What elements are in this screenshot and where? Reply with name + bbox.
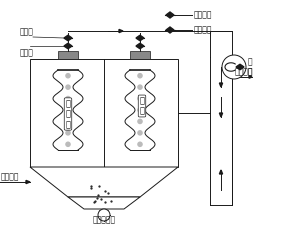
Circle shape [137, 107, 143, 113]
Polygon shape [64, 35, 68, 41]
Circle shape [137, 73, 143, 79]
Circle shape [65, 73, 71, 79]
Polygon shape [30, 167, 178, 197]
Text: 阀，开时: 阀，开时 [194, 25, 212, 34]
Circle shape [65, 142, 71, 147]
Text: 逆吹阀: 逆吹阀 [20, 27, 34, 36]
Polygon shape [236, 64, 240, 70]
Bar [30, 59, 178, 167]
Polygon shape [119, 29, 123, 33]
Circle shape [65, 119, 71, 124]
Polygon shape [140, 43, 144, 49]
Circle shape [65, 107, 71, 113]
Text: 清净气体: 清净气体 [235, 68, 254, 76]
Polygon shape [219, 83, 223, 87]
Circle shape [65, 84, 71, 90]
Circle shape [65, 96, 71, 101]
Circle shape [137, 96, 143, 101]
Polygon shape [68, 43, 72, 49]
Circle shape [137, 142, 143, 147]
Polygon shape [136, 35, 140, 41]
Polygon shape [219, 113, 223, 117]
Circle shape [137, 130, 143, 136]
Circle shape [98, 209, 110, 221]
Circle shape [65, 130, 71, 136]
Text: 过
滤
时: 过 滤 时 [65, 99, 70, 129]
Text: 吸气阀: 吸气阀 [20, 48, 34, 57]
Polygon shape [64, 43, 68, 49]
Polygon shape [240, 64, 244, 70]
Bar [58, 51, 78, 59]
Text: 含尘气体: 含尘气体 [1, 172, 20, 181]
Polygon shape [219, 170, 223, 174]
Polygon shape [136, 43, 140, 49]
Polygon shape [26, 180, 30, 184]
Text: 旋转除灰器: 旋转除灰器 [92, 216, 116, 225]
Circle shape [137, 119, 143, 124]
Polygon shape [68, 197, 140, 209]
Polygon shape [68, 35, 72, 41]
Polygon shape [166, 27, 174, 33]
Polygon shape [166, 12, 174, 18]
Text: 风
机: 风 机 [248, 57, 253, 77]
Circle shape [137, 84, 143, 90]
Bar [130, 51, 150, 59]
Polygon shape [140, 35, 144, 41]
Polygon shape [249, 76, 252, 78]
Text: 阀，闭时: 阀，闭时 [194, 11, 212, 20]
Text: 逆
吹: 逆 吹 [140, 96, 145, 116]
Circle shape [222, 55, 246, 79]
